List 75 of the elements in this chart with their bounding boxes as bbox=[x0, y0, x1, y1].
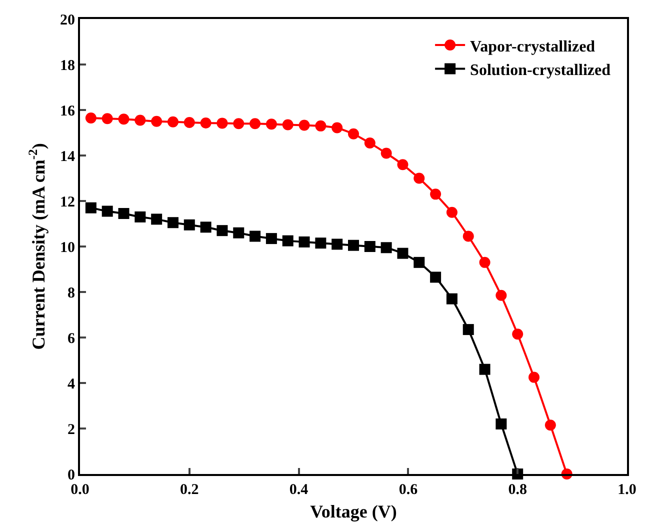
point bbox=[462, 230, 474, 242]
point bbox=[250, 118, 261, 130]
point bbox=[364, 241, 376, 252]
x-tick-label: 0.8 bbox=[508, 482, 527, 498]
point bbox=[446, 293, 458, 304]
point bbox=[479, 364, 490, 375]
point bbox=[496, 290, 507, 301]
point bbox=[380, 242, 392, 254]
point bbox=[414, 256, 425, 268]
point bbox=[282, 235, 294, 246]
point bbox=[315, 238, 326, 249]
point bbox=[102, 206, 113, 217]
legend-label: Solution-crystallized bbox=[470, 62, 611, 80]
point bbox=[298, 236, 310, 248]
y-tick-label: 6 bbox=[68, 330, 76, 347]
point bbox=[544, 420, 556, 431]
point bbox=[184, 219, 195, 230]
point bbox=[414, 172, 425, 184]
point bbox=[134, 114, 146, 126]
point bbox=[233, 118, 244, 130]
x-tick-label: 0.2 bbox=[180, 482, 199, 498]
point bbox=[266, 233, 277, 244]
point bbox=[430, 188, 442, 200]
point bbox=[332, 122, 343, 134]
point bbox=[528, 372, 540, 383]
point bbox=[85, 202, 96, 214]
x-tick-label: 0.6 bbox=[398, 482, 418, 498]
point bbox=[282, 119, 294, 130]
point bbox=[446, 206, 458, 218]
point bbox=[118, 208, 130, 220]
point bbox=[462, 324, 474, 336]
point bbox=[479, 256, 490, 268]
y-tick-label: 16 bbox=[60, 103, 76, 120]
point bbox=[151, 116, 162, 127]
point bbox=[216, 118, 228, 129]
point bbox=[380, 148, 392, 159]
point bbox=[397, 248, 408, 259]
y-tick-label: 18 bbox=[60, 58, 75, 74]
point bbox=[184, 117, 195, 128]
point bbox=[200, 222, 212, 233]
point bbox=[496, 418, 507, 430]
point bbox=[167, 116, 178, 128]
y-tick-label: 0 bbox=[68, 467, 75, 484]
point bbox=[216, 225, 228, 236]
y-tick-label: 8 bbox=[68, 285, 75, 302]
point bbox=[134, 211, 146, 222]
point bbox=[102, 113, 113, 124]
legend-label: Vapor-crystallized bbox=[470, 38, 596, 56]
point bbox=[250, 230, 261, 242]
point bbox=[85, 112, 96, 124]
y-tick-label: 4 bbox=[68, 376, 76, 392]
y-tick-label: 12 bbox=[60, 194, 75, 210]
point bbox=[512, 328, 524, 340]
point bbox=[167, 217, 178, 228]
point bbox=[348, 240, 359, 251]
point bbox=[397, 159, 408, 170]
point bbox=[348, 128, 359, 140]
x-axis-title: Voltage (V) bbox=[310, 502, 397, 522]
point bbox=[430, 272, 442, 283]
x-tick-label: 1.0 bbox=[618, 482, 636, 498]
point bbox=[118, 114, 130, 125]
point bbox=[200, 117, 212, 128]
point bbox=[151, 214, 162, 225]
point bbox=[315, 120, 326, 132]
y-tick-label: 2 bbox=[68, 422, 75, 438]
x-tick-label: 0.0 bbox=[70, 482, 90, 498]
x-tick-label: 0.4 bbox=[289, 482, 309, 498]
point bbox=[266, 118, 277, 130]
point bbox=[332, 238, 343, 250]
y-tick-label: 10 bbox=[60, 240, 75, 256]
point bbox=[298, 120, 310, 131]
point bbox=[233, 227, 244, 238]
y-tick-label: 14 bbox=[60, 148, 76, 165]
y-tick-label: 20 bbox=[60, 12, 75, 28]
point bbox=[364, 137, 376, 148]
